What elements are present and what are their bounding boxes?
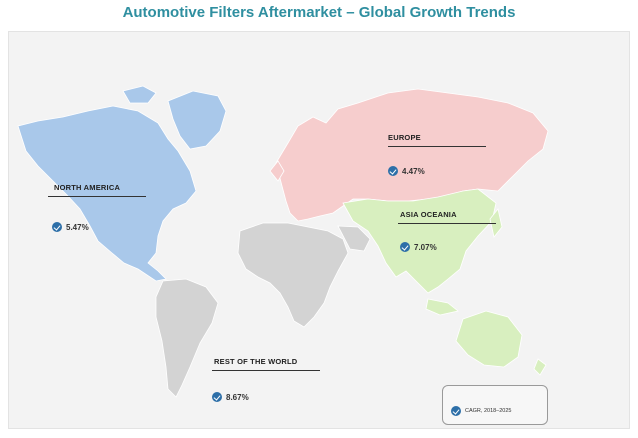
- europe-label: EUROPE: [388, 133, 421, 142]
- region-north-america[interactable]: [17, 85, 227, 282]
- australia: [455, 310, 523, 368]
- page-title: Automotive Filters Aftermarket – Global …: [122, 4, 516, 21]
- north-america-mainland: [17, 105, 197, 282]
- check-badge-icon: [212, 392, 222, 402]
- rest-of-world-label: REST OF THE WORLD: [214, 357, 298, 366]
- legend-box: CAGR, 2018–2025: [442, 385, 548, 425]
- british-isles: [269, 160, 285, 182]
- europe-landmass: [275, 88, 549, 222]
- asia-oceania-stat: 7.07%: [400, 242, 437, 252]
- north-america-label: NORTH AMERICA: [54, 183, 121, 192]
- asia-oceania-underline: [398, 223, 496, 224]
- rest-of-world-stat: 8.67%: [212, 392, 249, 402]
- region-rest-of-world[interactable]: [155, 222, 371, 398]
- north-america-underline: [48, 196, 146, 197]
- legend-label: CAGR, 2018–2025: [465, 408, 512, 414]
- europe-stat: 4.47%: [388, 166, 425, 176]
- region-europe[interactable]: [269, 88, 549, 222]
- asia-oceania-cagr: 7.07%: [414, 242, 437, 252]
- africa: [237, 222, 349, 328]
- asia-oceania-label: ASIA OCEANIA: [400, 210, 457, 219]
- world-map: [17, 85, 549, 398]
- north-america-cagr: 5.47%: [66, 222, 89, 232]
- south-america: [155, 278, 219, 398]
- check-badge-icon: [400, 242, 410, 252]
- north-america-stat: 5.47%: [52, 222, 89, 232]
- europe-underline: [388, 146, 486, 147]
- rest-of-world-cagr: 8.67%: [226, 392, 249, 402]
- arctic-islands: [122, 85, 157, 104]
- japan: [489, 208, 503, 238]
- new-zealand: [533, 358, 547, 376]
- legend-row: CAGR, 2018–2025: [451, 406, 511, 416]
- middle-east: [337, 225, 371, 252]
- region-asia-oceania[interactable]: [342, 188, 547, 376]
- greenland: [167, 90, 227, 150]
- check-badge-icon: [388, 166, 398, 176]
- europe-cagr: 4.47%: [402, 166, 425, 176]
- check-badge-icon: [52, 222, 62, 232]
- indonesia: [425, 298, 459, 316]
- rest-of-world-underline: [212, 370, 320, 371]
- check-badge-icon: [451, 406, 461, 416]
- asia-mainland: [342, 188, 497, 294]
